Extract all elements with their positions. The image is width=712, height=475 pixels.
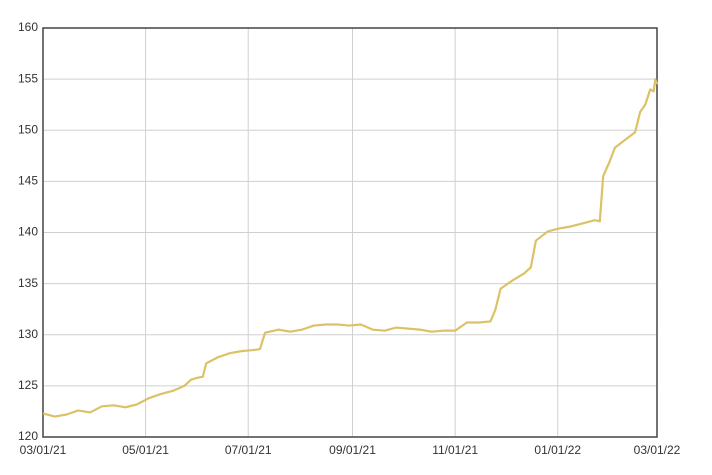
y-tick-label: 140 [18, 225, 38, 239]
y-tick-label: 160 [18, 20, 38, 34]
x-tick-label: 03/01/21 [20, 443, 67, 457]
y-tick-label: 155 [18, 71, 38, 85]
x-tick-label: 09/01/21 [329, 443, 376, 457]
x-tick-label: 07/01/21 [225, 443, 272, 457]
x-tick-label: 05/01/21 [122, 443, 169, 457]
y-tick-label: 145 [18, 174, 38, 188]
x-tick-label: 11/01/21 [432, 443, 478, 457]
y-tick-label: 150 [18, 122, 38, 136]
y-tick-label: 125 [18, 378, 38, 392]
y-tick-label: 130 [18, 327, 38, 341]
x-tick-label: 03/01/22 [634, 443, 681, 457]
line [42, 78, 659, 418]
y-tick-label: 135 [18, 276, 38, 290]
plot-border [42, 27, 658, 438]
y-tick-label: 120 [18, 429, 38, 443]
x-tick-label: 01/01/22 [534, 443, 581, 457]
